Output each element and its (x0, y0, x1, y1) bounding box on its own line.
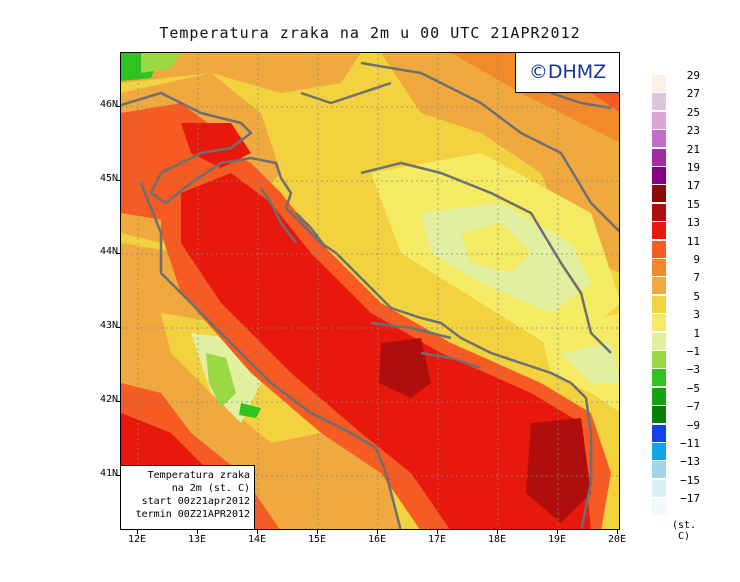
x-tick (437, 530, 438, 534)
legend-swatch (652, 167, 666, 184)
y-tick (116, 106, 120, 107)
x-tick (617, 530, 618, 534)
y-label: 45N (99, 173, 118, 184)
legend-label: 5 (693, 289, 700, 303)
legend-swatch (652, 240, 666, 258)
legend-swatch (652, 148, 666, 166)
legend-swatch (652, 130, 666, 148)
legend-swatch (652, 443, 666, 460)
info-line-4: termin 00Z21APR2012 (135, 509, 250, 520)
y-label: 44N (99, 246, 118, 257)
legend-label: −5 (686, 381, 700, 395)
legend-swatch (652, 406, 666, 424)
x-tick (197, 530, 198, 534)
temperature-map: ©DHMZ Temperatura zraka na 2m (st. C) st… (120, 52, 620, 530)
legend-label: 21 (686, 142, 700, 156)
legend-swatch (652, 461, 666, 479)
legend-label: 25 (686, 105, 700, 119)
x-tick (557, 530, 558, 534)
legend-label: 23 (686, 124, 700, 138)
legend-label: −9 (686, 418, 700, 432)
x-tick (317, 530, 318, 534)
legend-swatch (652, 277, 666, 295)
y-tick (116, 253, 120, 254)
legend-label: 9 (693, 253, 700, 266)
legend-swatch (652, 203, 666, 221)
legend-label: 13 (686, 216, 700, 230)
legend-swatch (652, 185, 666, 203)
x-label: 14E (247, 534, 267, 545)
legend-label: −11 (680, 437, 700, 450)
legend-label: −17 (680, 492, 700, 506)
x-tick (497, 530, 498, 534)
legend-swatch (652, 222, 666, 240)
map-title: Temperatura zraka na 2m u 00 UTC 21APR20… (159, 24, 581, 42)
legend-label: −7 (686, 400, 700, 414)
y-tick (116, 401, 120, 402)
legend-label: 7 (693, 271, 700, 285)
x-tick (257, 530, 258, 534)
legend-label: 19 (686, 161, 700, 174)
legend-label: 27 (686, 87, 700, 101)
legend-label: −3 (686, 363, 700, 377)
x-label: 17E (427, 534, 447, 545)
x-label: 16E (367, 534, 387, 545)
x-label: 12E (127, 534, 147, 545)
x-tick (377, 530, 378, 534)
x-label: 18E (487, 534, 507, 545)
legend-swatch (652, 295, 666, 313)
info-line-1: Temperatura zraka (147, 470, 250, 481)
y-tick (116, 180, 120, 181)
y-label: 41N (99, 468, 118, 479)
y-label: 42N (99, 394, 118, 405)
legend-swatch (652, 93, 666, 111)
x-label: 15E (307, 534, 327, 545)
legend-label: 1 (693, 326, 700, 340)
y-tick (116, 327, 120, 328)
legend-swatch (652, 259, 666, 276)
legend-swatch (652, 351, 666, 368)
legend-swatch (652, 111, 666, 129)
legend-label: 17 (686, 179, 700, 193)
y-tick (116, 475, 120, 476)
info-line-3: start 00z21apr2012 (141, 496, 250, 507)
info-line-2: na 2m (st. C) (171, 483, 250, 494)
legend-swatch (652, 75, 666, 92)
legend-swatch (652, 387, 666, 405)
info-box: Temperatura zraka na 2m (st. C) start 00… (121, 465, 255, 529)
legend-swatch (652, 479, 666, 497)
legend-label: 29 (686, 69, 700, 82)
legend-label: −15 (680, 473, 700, 487)
legend-label: 15 (686, 197, 700, 211)
legend-label: −13 (680, 455, 700, 469)
x-label: 13E (187, 534, 207, 545)
legend-label: −1 (686, 345, 700, 358)
x-tick (137, 530, 138, 534)
y-label: 46N (99, 99, 118, 110)
x-label: 20E (607, 534, 627, 545)
dhmz-logo: ©DHMZ (515, 53, 619, 93)
y-label: 43N (99, 320, 118, 331)
legend-label: 11 (686, 234, 700, 248)
legend-swatch (652, 424, 666, 442)
legend-unit: (st. C) (671, 520, 697, 542)
lat-lon-grid (121, 53, 619, 529)
legend-swatch (652, 314, 666, 332)
legend-label: 3 (693, 308, 700, 322)
legend-swatch (652, 498, 666, 516)
legend-swatch (652, 332, 666, 350)
x-label: 19E (547, 534, 567, 545)
temperature-field (121, 53, 619, 529)
legend-swatch (652, 369, 666, 387)
